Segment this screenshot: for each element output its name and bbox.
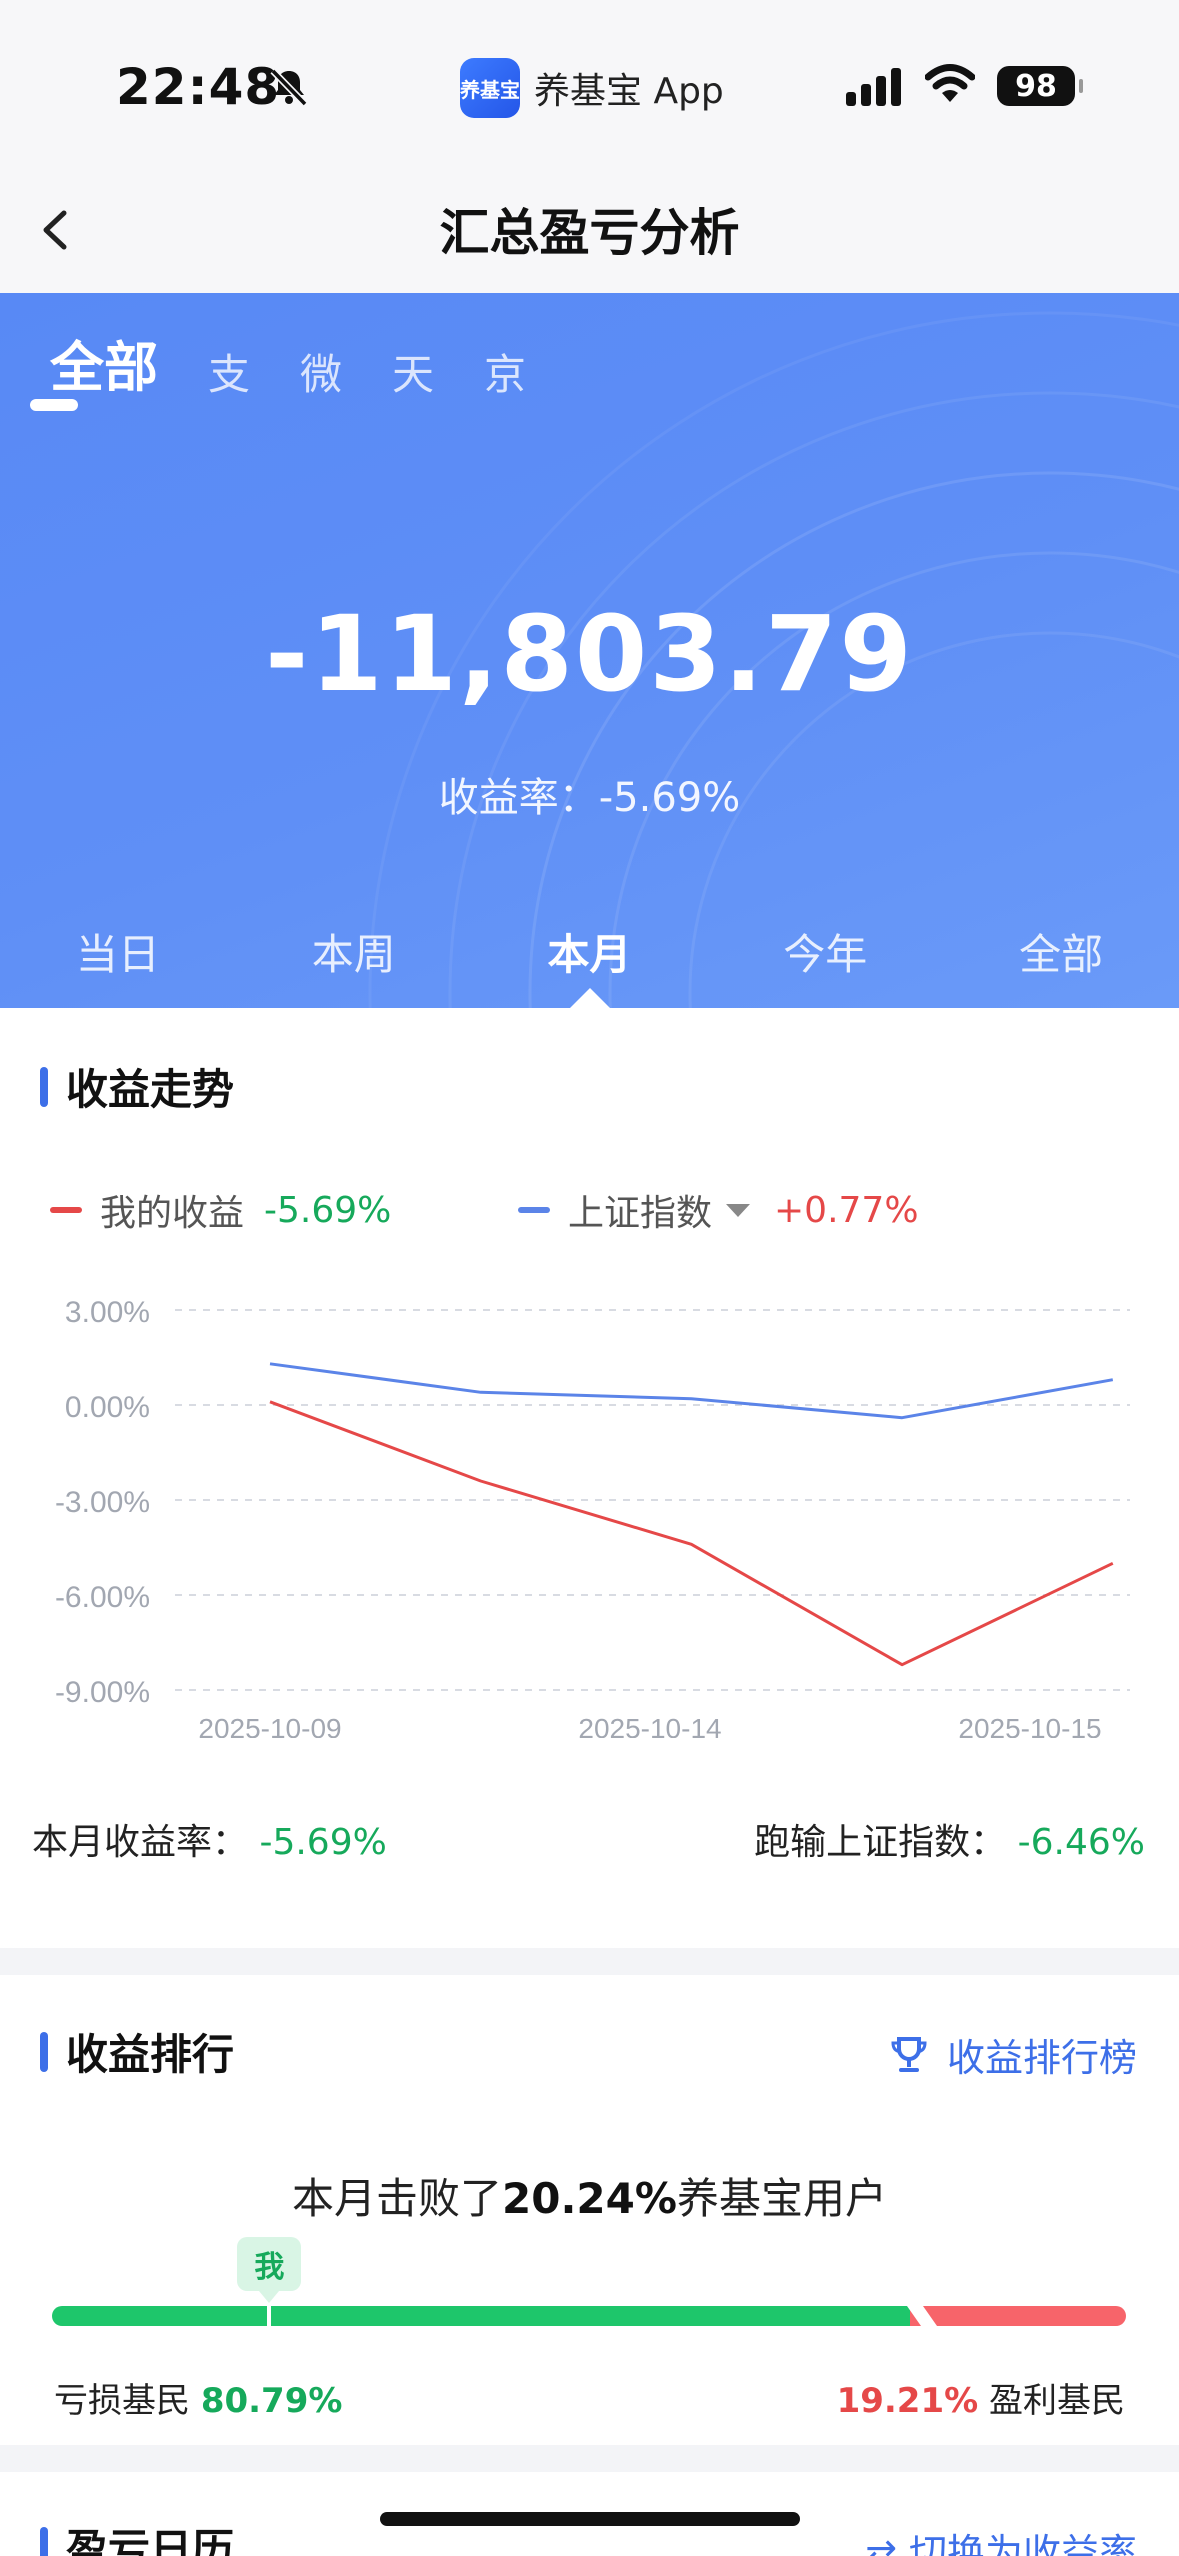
y-tick-label: -9.00%: [55, 1676, 150, 1709]
trend-chart[interactable]: 3.00% 0.00% -3.00% -6.00% -9.00% 2025-10-09 20…: [0, 1258, 1179, 1738]
return-rate-value: -5.69%: [598, 775, 741, 821]
y-tick-label: -6.00%: [55, 1581, 150, 1614]
account-tab-all[interactable]: 全部: [50, 336, 158, 399]
switch-to-rate-link[interactable]: ⇄ 切换为收益率: [865, 2531, 1137, 2556]
loss-segment: [52, 2306, 930, 2326]
ranking-card: 收益排行 收益排行榜 本月击败了20.24%养基宝用户 我 亏损基民 80.79…: [0, 1975, 1179, 2445]
account-tab-tiantian[interactable]: 天: [392, 350, 435, 399]
app-logo: 养基宝: [460, 58, 520, 118]
period-tab-all[interactable]: 全部: [1019, 930, 1104, 979]
app-chip[interactable]: 养基宝 养基宝 App: [460, 58, 724, 118]
section-accent-bar: [40, 1066, 48, 1107]
ranking-board-link-label: 收益排行榜: [946, 2036, 1137, 2080]
period-tabs: 当日 本周 本月 今年 全部: [0, 921, 1179, 982]
loss-users-label: 亏损基民 80.79%: [54, 2373, 342, 2422]
background-arcs: [368, 311, 1179, 1008]
calendar-section-title: 盈亏日历: [40, 2516, 234, 2556]
vs-index-label: 跑输上证指数：: [754, 1822, 1007, 1863]
dropdown-triangle-icon[interactable]: [726, 1203, 751, 1217]
period-tab-year[interactable]: 今年: [783, 930, 868, 979]
month-return-summary: 本月收益率： -5.69%: [32, 1813, 387, 1865]
app-name: 养基宝 App: [534, 71, 724, 112]
x-tick-label: 2025-10-09: [198, 1713, 341, 1738]
beat-percent: 20.24%: [502, 2174, 677, 2223]
return-rate: 收益率：-5.69%: [0, 765, 1179, 823]
legend-index-swatch: [518, 1207, 550, 1213]
signal-icon: [846, 68, 901, 106]
bell-muted-icon: [270, 68, 308, 107]
gain-users-text: 盈利基民: [989, 2381, 1125, 2421]
x-tick-label: 2025-10-14: [578, 1713, 721, 1738]
legend-mine[interactable]: 我的收益 -5.69%: [50, 1184, 391, 1236]
page-title: 汇总盈亏分析: [439, 204, 740, 262]
me-position-tick: [267, 2306, 272, 2326]
wifi-icon: [925, 64, 975, 102]
vs-index-summary: 跑输上证指数： -6.46%: [754, 1813, 1145, 1865]
y-tick-label: -3.00%: [55, 1486, 150, 1519]
account-tab-wechat[interactable]: 微: [300, 350, 343, 399]
back-chevron-icon[interactable]: [36, 195, 80, 265]
ranking-title-text: 收益排行: [66, 2030, 235, 2079]
return-rate-label: 收益率：: [438, 775, 599, 821]
legend-index[interactable]: 上证指数 +0.77%: [518, 1184, 919, 1236]
distribution-bar: [52, 2304, 1126, 2328]
calendar-title-text: 盈亏日历: [66, 2525, 235, 2556]
loss-users-text: 亏损基民: [54, 2381, 190, 2421]
section-accent-bar: [40, 2031, 48, 2072]
period-tab-week[interactable]: 本周: [311, 930, 396, 979]
y-tick-label: 0.00%: [65, 1391, 150, 1424]
index-line: [269, 1362, 1114, 1420]
beat-prefix: 本月击败了: [292, 2174, 503, 2223]
trend-title-text: 收益走势: [66, 1065, 235, 1114]
trend-card: 收益走势 我的收益 -5.69% 上证指数 +0.77% 3.00% 0.00% -…: [0, 1008, 1179, 1948]
total-pnl-amount: -11,803.79: [265, 593, 914, 715]
beat-suffix: 养基宝用户: [676, 2174, 887, 2223]
status-time: 22:48: [116, 58, 281, 116]
gain-users-label: 19.21% 盈利基民: [837, 2373, 1125, 2422]
y-tick-label: 3.00%: [65, 1296, 150, 1329]
legend-mine-label: 我的收益: [100, 1193, 245, 1234]
my-return-line: [269, 1400, 1114, 1667]
battery-indicator: 98: [997, 66, 1083, 106]
summary-hero: 全部 支 微 天 京 -11,803.79 收益率：-5.69% 当日 本周 本…: [0, 293, 1179, 1008]
legend-index-value: +0.77%: [774, 1189, 919, 1231]
month-return-label: 本月收益率：: [32, 1822, 249, 1863]
trend-section-title: 收益走势: [40, 1056, 234, 1117]
account-tabs: 全部 支 微 天 京: [50, 323, 576, 402]
active-tab-indicator: [30, 399, 78, 411]
account-tab-jd[interactable]: 京: [484, 350, 527, 399]
legend-mine-swatch: [50, 1207, 82, 1213]
nav-bar: 汇总盈亏分析: [0, 175, 1179, 293]
month-return-value: -5.69%: [259, 1822, 387, 1863]
vs-index-value: -6.46%: [1017, 1822, 1145, 1863]
legend-mine-value: -5.69%: [264, 1189, 392, 1231]
gain-segment: [909, 2306, 1126, 2326]
x-tick-label: 2025-10-15: [958, 1713, 1101, 1738]
me-marker-badge: 我: [237, 2237, 302, 2303]
beat-users-text: 本月击败了20.24%养基宝用户: [0, 2165, 1179, 2226]
status-bar: 22:48 养基宝 养基宝 App 98: [0, 0, 1179, 175]
gain-users-percent: 19.21%: [836, 2381, 979, 2421]
ranking-section-title: 收益排行: [40, 2021, 234, 2082]
ranking-board-link[interactable]: 收益排行榜: [889, 2027, 1137, 2082]
period-caret: [570, 988, 610, 1008]
account-tab-alipay[interactable]: 支: [208, 350, 251, 399]
trophy-icon: [891, 2036, 927, 2072]
legend-index-label: 上证指数: [568, 1193, 713, 1234]
period-tab-day[interactable]: 当日: [75, 930, 160, 979]
home-indicator[interactable]: [380, 2512, 800, 2526]
section-accent-bar: [40, 2526, 48, 2556]
period-tab-month[interactable]: 本月: [547, 930, 632, 979]
loss-users-percent: 80.79%: [200, 2381, 343, 2421]
